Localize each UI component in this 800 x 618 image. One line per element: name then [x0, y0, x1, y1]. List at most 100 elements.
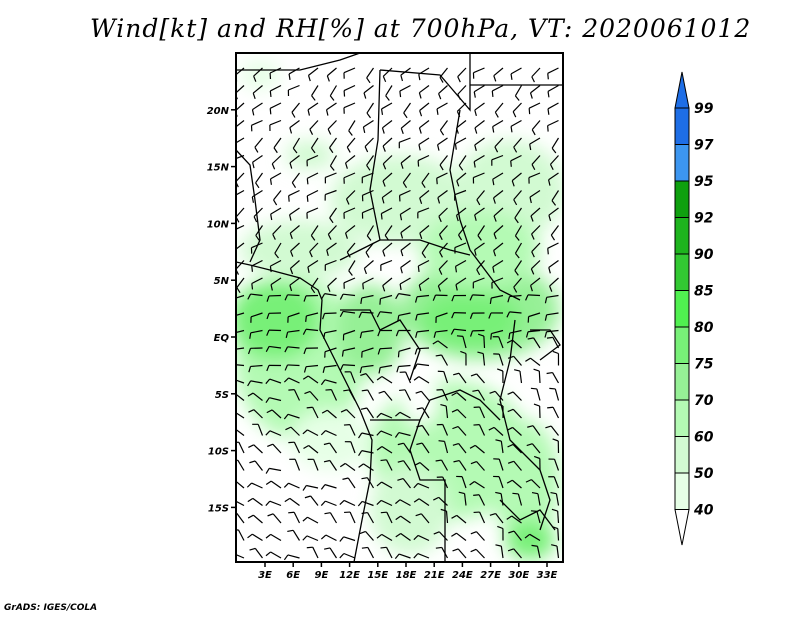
- wind-barb: [469, 312, 485, 319]
- wind-barb: [247, 347, 263, 355]
- wind-barb: [397, 460, 411, 471]
- colorbar-label: 85: [694, 284, 714, 300]
- wind-barb: [528, 102, 541, 115]
- wind-barb: [507, 391, 522, 401]
- wind-barb: [456, 102, 467, 118]
- wind-barb: [419, 102, 430, 117]
- wind-barb: [512, 492, 523, 506]
- wind-barb: [304, 390, 319, 401]
- colorbar-label: 99: [694, 101, 714, 117]
- wind-barb: [291, 102, 300, 118]
- wind-barb: [339, 536, 356, 542]
- wind-barb: [529, 85, 541, 99]
- wind-barb: [435, 354, 449, 366]
- wind-barb: [436, 476, 449, 489]
- wind-barb: [248, 409, 263, 419]
- wind-barb: [269, 84, 282, 97]
- lat-label: 15S: [208, 503, 229, 514]
- wind-barb: [247, 293, 263, 300]
- wind-barb: [437, 137, 448, 151]
- wind-barb: [552, 350, 560, 366]
- wind-barb: [343, 277, 356, 289]
- wind-barb: [359, 530, 374, 541]
- wind-barb: [265, 345, 282, 353]
- wind-barb: [359, 329, 374, 339]
- wind-barb: [473, 84, 485, 98]
- wind-barb: [469, 444, 485, 454]
- wind-barb: [452, 548, 467, 559]
- wind-barb: [460, 350, 467, 366]
- wind-barb: [247, 533, 263, 542]
- wind-barb: [490, 329, 504, 340]
- lon-label: 12E: [339, 570, 360, 581]
- wind-barb: [236, 329, 245, 334]
- rh-shading: [236, 53, 563, 562]
- wind-barb: [455, 207, 467, 222]
- wind-barb: [433, 531, 448, 541]
- wind-barb: [437, 370, 449, 384]
- colorbar: 99 97 95 92 90 85 80 75 70 60 50 40: [674, 71, 714, 546]
- wind-barb: [531, 120, 541, 136]
- wind-barb: [252, 85, 263, 100]
- wind-barb: [527, 337, 541, 349]
- wind-barb: [236, 294, 245, 299]
- wind-barb: [361, 207, 374, 219]
- longitude-axis: 3E 6E 9E 12E 15E 18E 21E 24E 27E 30E 33E: [258, 562, 558, 581]
- wind-barb: [362, 277, 374, 290]
- wind-barb: [530, 510, 541, 524]
- wind-barb: [529, 137, 541, 151]
- wind-barb: [247, 497, 263, 506]
- wind-barb: [236, 347, 245, 350]
- wind-barb: [513, 277, 522, 293]
- wind-barb: [507, 443, 522, 454]
- wind-barb: [531, 242, 541, 258]
- wind-barb: [525, 294, 541, 301]
- colorbar-label: 92: [694, 211, 713, 227]
- wind-barb: [359, 364, 374, 374]
- wind-barb: [493, 475, 504, 489]
- wind-barb: [236, 137, 245, 144]
- wind-barb: [288, 389, 301, 401]
- wind-barb: [320, 379, 337, 386]
- wind-barb: [329, 85, 338, 101]
- wind-barb: [266, 409, 282, 419]
- lat-label: 20N: [207, 106, 230, 117]
- wind-barb: [361, 172, 374, 184]
- wind-barb: [284, 294, 300, 301]
- wind-barb: [470, 460, 485, 471]
- wind-barb: [514, 207, 522, 224]
- colorbar-under-arrow: [674, 509, 690, 546]
- wind-barb: [455, 120, 467, 134]
- wind-barb: [365, 242, 374, 258]
- wind-barb: [451, 392, 467, 401]
- wind-barb: [512, 102, 522, 118]
- wind-barb: [323, 442, 337, 454]
- wind-barb: [439, 67, 448, 83]
- wind-barb: [530, 207, 541, 222]
- wind-barb: [397, 442, 411, 454]
- colorbar-segment: [674, 253, 690, 291]
- wind-barb: [551, 526, 560, 541]
- wind-barb: [527, 312, 541, 323]
- wind-barb: [289, 225, 300, 240]
- wind-barb: [528, 172, 541, 184]
- colorbar-segment: [674, 363, 690, 401]
- wind-barb: [327, 277, 337, 292]
- wind-barb: [525, 357, 541, 366]
- wind-barb: [343, 424, 356, 436]
- wind-barb: [514, 225, 523, 241]
- wind-barb: [284, 364, 300, 371]
- wind-barb: [547, 172, 559, 186]
- wind-barb: [289, 207, 300, 221]
- wind-barb: [399, 277, 411, 291]
- wind-barb: [458, 155, 467, 171]
- wind-barb: [339, 310, 356, 318]
- wind-barb: [302, 484, 319, 491]
- wind-barb: [288, 511, 301, 524]
- colorbar-label: 95: [694, 174, 714, 190]
- wind-barb: [457, 85, 467, 100]
- wind-barb: [413, 363, 430, 370]
- wind-barb: [247, 380, 263, 387]
- wind-barb: [438, 440, 449, 454]
- wind-barb: [497, 403, 504, 419]
